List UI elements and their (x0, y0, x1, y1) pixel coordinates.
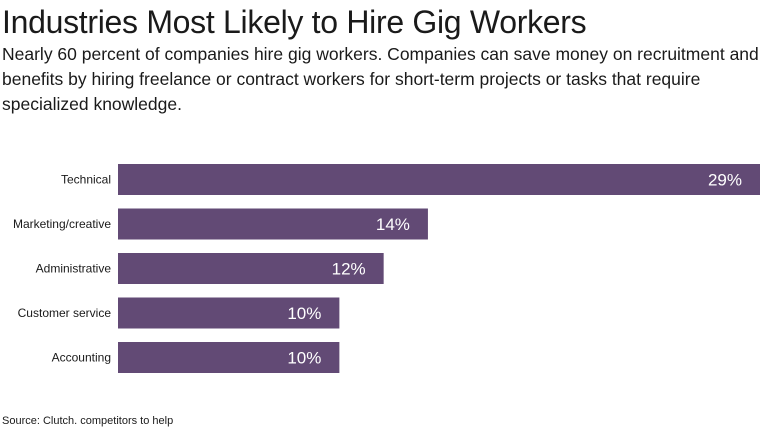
category-label-customer-service: Customer service (18, 306, 112, 320)
category-label-marketing-creative: Marketing/creative (13, 217, 111, 231)
bar-administrative (118, 253, 384, 284)
bar-accounting (118, 342, 340, 373)
bar-technical (118, 164, 760, 195)
bar-chart: Technical 29% Marketing/creative 14% Adminis… (13, 164, 760, 373)
category-label-accounting: Accounting (52, 351, 111, 365)
data-label-technical: 29% (708, 171, 742, 190)
chart-title: Industries Most Likely to Hire Gig Worke… (2, 4, 587, 40)
bars-layer: Technical 29% Marketing/creative 14% Adminis… (13, 164, 760, 373)
category-label-technical: Technical (61, 173, 111, 187)
bar-customer-service (118, 297, 340, 329)
data-label-marketing-creative: 14% (376, 215, 410, 234)
chart-subtitle: Nearly 60 percent of companies hire gig … (2, 44, 759, 114)
data-label-accounting: 10% (287, 349, 321, 368)
source-note: Source: Clutch. competitors to help (2, 415, 174, 427)
bar-marketing-creative (118, 208, 428, 240)
category-label-administrative: Administrative (36, 262, 112, 276)
data-label-administrative: 12% (332, 260, 366, 279)
data-label-customer-service: 10% (287, 304, 321, 323)
